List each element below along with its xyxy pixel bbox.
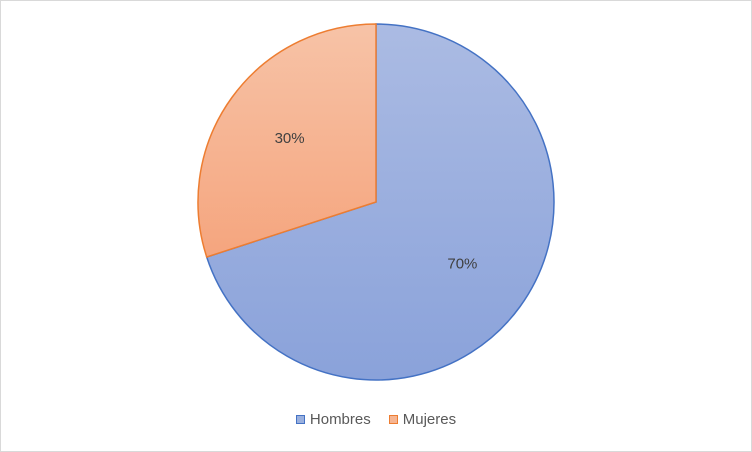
legend-swatch-hombres bbox=[295, 415, 305, 424]
legend-label-hombres: Hombres bbox=[309, 411, 371, 428]
pie-slice-hombres bbox=[205, 23, 555, 381]
pie-chart: 70% 30% bbox=[197, 23, 555, 381]
data-label-hombres: 70% bbox=[447, 256, 477, 273]
chart-legend: Hombres Mujeres bbox=[1, 411, 751, 428]
legend-item-hombres: Hombres bbox=[295, 411, 371, 428]
legend-label-mujeres: Mujeres bbox=[402, 411, 457, 428]
data-label-mujeres: 30% bbox=[275, 130, 305, 147]
legend-swatch-mujeres bbox=[388, 415, 398, 424]
pie-slice-mujeres bbox=[197, 23, 377, 258]
legend-item-mujeres: Mujeres bbox=[388, 411, 457, 428]
